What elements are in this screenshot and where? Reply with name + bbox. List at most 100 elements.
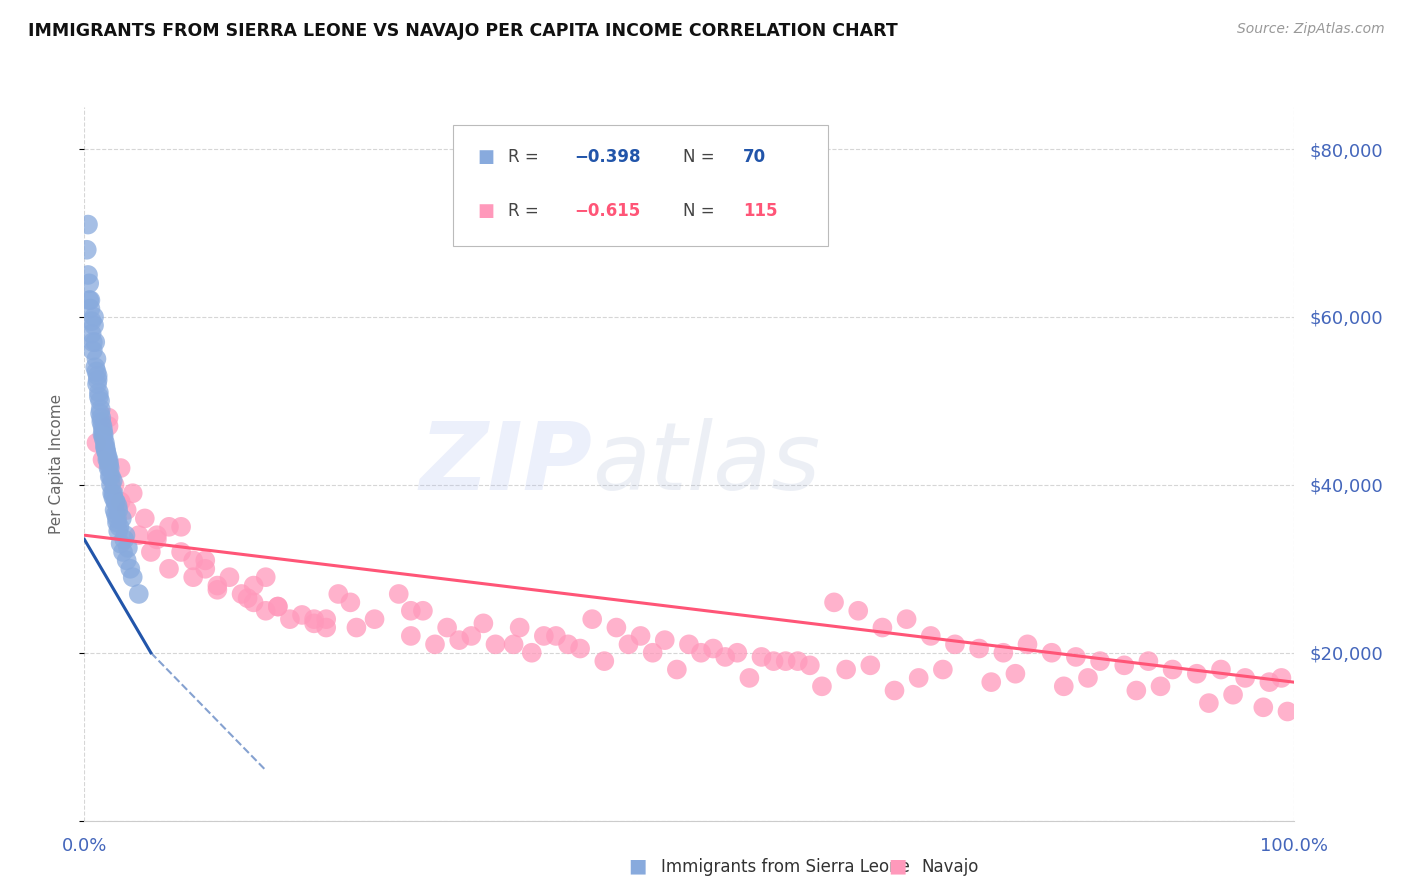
Text: 115: 115: [744, 202, 778, 219]
Point: [93, 432, 115, 446]
Point: [775, 654, 797, 668]
Point: [1088, 654, 1111, 668]
Point: [94, 444, 117, 458]
Point: [399, 629, 422, 643]
Point: [520, 646, 543, 660]
Point: [872, 621, 894, 635]
Point: [91, 419, 114, 434]
Point: [103, 491, 125, 505]
Point: [86, 373, 108, 387]
Point: [87, 385, 110, 400]
Point: [993, 646, 1015, 660]
Point: [302, 616, 325, 631]
Point: [236, 591, 259, 606]
Point: [97, 452, 120, 467]
Point: [1253, 700, 1275, 714]
Point: [104, 478, 127, 492]
Point: [79, 301, 101, 316]
Point: [339, 595, 361, 609]
Point: [533, 629, 555, 643]
Point: [194, 562, 217, 576]
Point: [859, 658, 882, 673]
Point: [641, 646, 664, 660]
Point: [134, 511, 156, 525]
Point: [786, 654, 808, 668]
Point: [84, 360, 107, 375]
Point: [170, 545, 193, 559]
Point: [242, 578, 264, 592]
Point: [110, 461, 132, 475]
Point: [77, 268, 100, 282]
Point: [103, 486, 125, 500]
Point: [146, 533, 169, 547]
Point: [194, 553, 217, 567]
Point: [412, 604, 434, 618]
Point: [80, 314, 103, 328]
Point: [98, 469, 121, 483]
Text: Source: ZipAtlas.com: Source: ZipAtlas.com: [1237, 22, 1385, 37]
Text: IMMIGRANTS FROM SIERRA LEONE VS NAVAJO PER CAPITA INCOME CORRELATION CHART: IMMIGRANTS FROM SIERRA LEONE VS NAVAJO P…: [28, 22, 898, 40]
Point: [714, 649, 737, 664]
Point: [97, 419, 120, 434]
Point: [115, 553, 138, 567]
Point: [1198, 696, 1220, 710]
Point: [907, 671, 929, 685]
Point: [654, 633, 676, 648]
Point: [139, 545, 162, 559]
Point: [91, 452, 114, 467]
Point: [835, 663, 858, 677]
Point: [97, 461, 120, 475]
Text: −0.398: −0.398: [574, 148, 641, 166]
Point: [76, 243, 98, 257]
Point: [89, 407, 111, 421]
Point: [1040, 646, 1063, 660]
Text: N =: N =: [683, 148, 720, 166]
Point: [423, 637, 446, 651]
Point: [100, 469, 122, 483]
Point: [725, 646, 748, 660]
Point: [399, 604, 422, 618]
Point: [751, 649, 773, 664]
Point: [254, 604, 277, 618]
Point: [111, 511, 134, 525]
Point: [1077, 671, 1099, 685]
Point: [509, 621, 531, 635]
Point: [94, 435, 117, 450]
Point: [121, 570, 143, 584]
Point: [91, 427, 114, 442]
Point: [690, 646, 713, 660]
Text: Navajo: Navajo: [921, 858, 979, 876]
Point: [302, 612, 325, 626]
Point: [1114, 658, 1136, 673]
Point: [82, 343, 104, 358]
Point: [104, 507, 127, 521]
Point: [128, 528, 150, 542]
Point: [932, 663, 955, 677]
Point: [1125, 683, 1147, 698]
Point: [107, 503, 129, 517]
FancyBboxPatch shape: [453, 125, 828, 246]
Point: [896, 612, 918, 626]
Point: [96, 449, 118, 463]
Point: [115, 503, 138, 517]
Point: [278, 612, 301, 626]
Point: [484, 637, 506, 651]
Point: [980, 675, 1002, 690]
Point: [128, 587, 150, 601]
Point: [98, 461, 121, 475]
Point: [762, 654, 785, 668]
Point: [86, 368, 108, 383]
Text: ■: ■: [478, 148, 495, 166]
Point: [181, 553, 204, 567]
Point: [83, 310, 105, 324]
Point: [1137, 654, 1160, 668]
Point: [502, 637, 524, 651]
Point: [617, 637, 640, 651]
Point: [1270, 671, 1292, 685]
Point: [593, 654, 616, 668]
Point: [86, 364, 108, 378]
Point: [83, 318, 105, 333]
Point: [82, 335, 104, 350]
Point: [157, 562, 180, 576]
Point: [557, 637, 579, 651]
